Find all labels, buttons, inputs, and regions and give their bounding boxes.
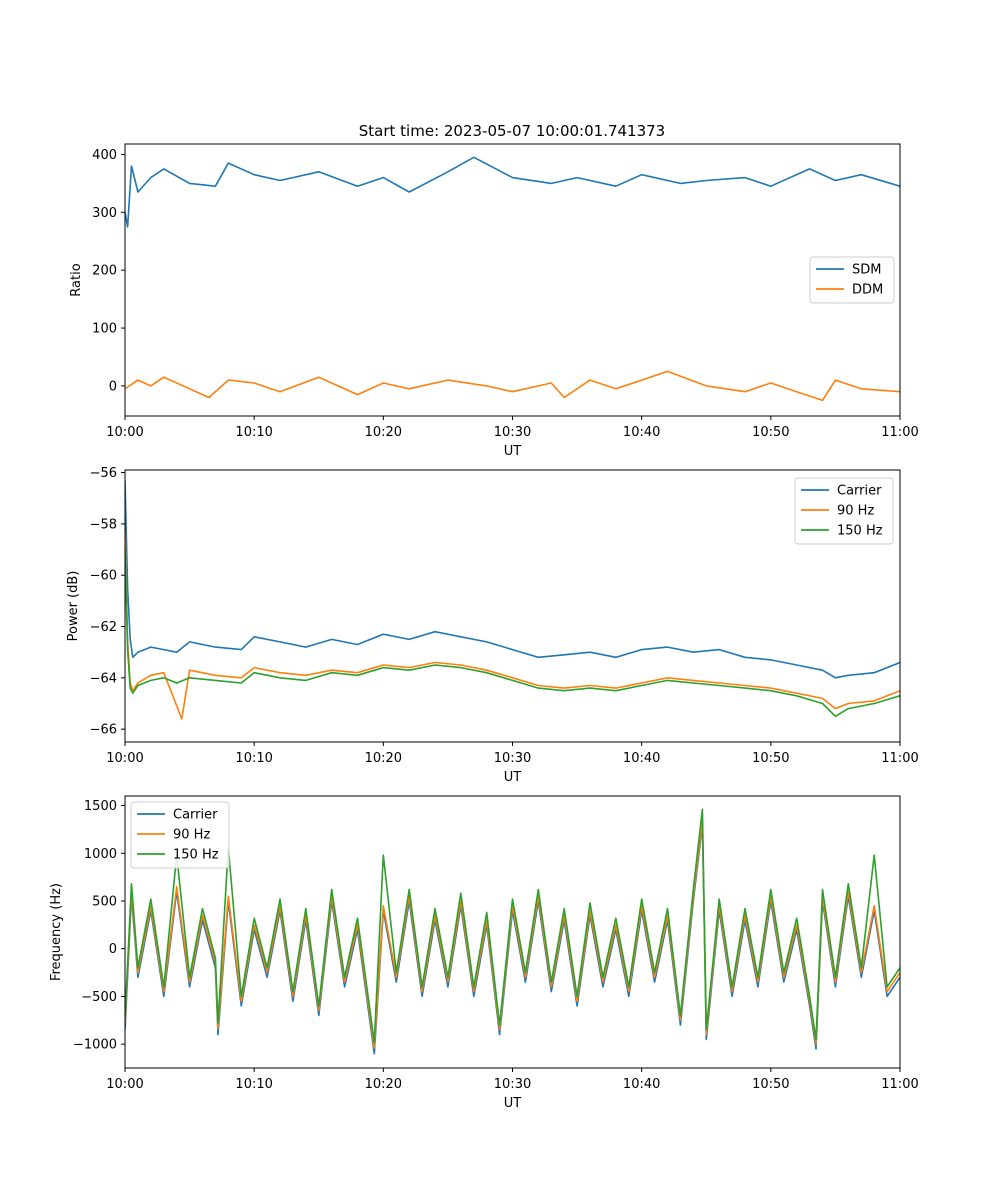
y-tick-label: −56: [90, 466, 117, 481]
legend: Carrier 90 Hz 150 Hz: [130, 801, 230, 869]
y-tick-label: 100: [92, 322, 117, 337]
x-tick-label: 10:00: [106, 751, 143, 766]
frequency-panel: 10:00 10:10 10:20 10:30 10:40 10:50 11:00 −1000…: [49, 795, 919, 1111]
legend: Carrier 90 Hz 150 Hz: [794, 477, 894, 545]
legend-box: [130, 801, 230, 869]
legend-entry-150-hz: 150 Hz: [173, 848, 219, 863]
y-tick-label: −58: [90, 517, 117, 532]
series-line-sdm: [125, 156, 900, 228]
x-tick-label: 11:00: [881, 425, 918, 440]
series-line-90-hz: [125, 531, 900, 720]
y-axis-label: Frequency (Hz): [49, 883, 64, 981]
y-tick-label: −62: [90, 620, 117, 635]
x-tick-label: 10:20: [365, 1077, 402, 1092]
axes-frame: [124, 469, 901, 743]
y-tick-label: −60: [90, 569, 117, 584]
legend-entry-150-hz: 150 Hz: [837, 524, 883, 539]
x-tick-label: 10:10: [235, 425, 272, 440]
ratio-panel: 10:00 10:10 10:20 10:30 10:40 10:50 11:00 0 100 2…: [69, 143, 919, 459]
x-tick-label: 10:10: [235, 1077, 272, 1092]
x-tick-label: 10:00: [106, 1077, 143, 1092]
x-tick-label: 10:50: [752, 751, 789, 766]
series-line-90-hz: [125, 819, 900, 1049]
y-tick-label: −64: [90, 671, 117, 686]
y-tick-label: −1000: [73, 1038, 117, 1053]
x-tick-label: 10:20: [365, 751, 402, 766]
x-tick-label: 10:10: [235, 751, 272, 766]
y-tick-label: −66: [90, 723, 117, 738]
x-tick-label: 10:40: [623, 1077, 660, 1092]
y-axis-label: Power (dB): [66, 571, 81, 642]
legend-entry-carrier: Carrier: [837, 484, 882, 499]
series-line-ddm: [125, 370, 900, 402]
y-tick-label: 1000: [84, 847, 117, 862]
series-line-150-hz: [125, 549, 900, 718]
y-tick-label: 0: [109, 942, 117, 957]
legend: SDM DDM: [809, 256, 895, 304]
x-axis-label: UT: [504, 770, 522, 785]
y-tick-label: 200: [92, 264, 117, 279]
y-tick-label: 500: [92, 894, 117, 909]
x-tick-label: 10:20: [365, 425, 402, 440]
series-line-150-hz: [125, 808, 900, 1043]
legend-box: [794, 477, 894, 545]
x-tick-label: 10:30: [494, 1077, 531, 1092]
axes-frame: [124, 795, 901, 1069]
x-tick-label: 10:50: [752, 1077, 789, 1092]
x-tick-label: 10:40: [623, 425, 660, 440]
figure-title: Start time: 2023-05-07 10:00:01.741373: [359, 122, 665, 140]
power-panel: 10:00 10:10 10:20 10:30 10:40 10:50 11:00 −66 −6…: [66, 466, 919, 785]
y-tick-label: 300: [92, 206, 117, 221]
legend-entry-90-hz: 90 Hz: [173, 828, 210, 843]
y-tick-label: 0: [109, 379, 117, 394]
legend-entry-sdm: SDM: [852, 263, 881, 278]
x-tick-label: 11:00: [881, 1077, 918, 1092]
legend-entry-carrier: Carrier: [173, 808, 218, 823]
y-tick-label: −500: [81, 990, 117, 1005]
x-axis-label: UT: [504, 444, 522, 459]
legend-entry-90-hz: 90 Hz: [837, 504, 874, 519]
axes-frame: [124, 143, 901, 417]
x-tick-label: 10:00: [106, 425, 143, 440]
y-tick-label: 400: [92, 148, 117, 163]
series-line-carrier: [125, 823, 900, 1055]
x-tick-label: 10:40: [623, 751, 660, 766]
x-tick-label: 10:50: [752, 425, 789, 440]
x-tick-label: 10:30: [494, 425, 531, 440]
x-tick-label: 10:30: [494, 751, 531, 766]
y-axis-label: Ratio: [69, 263, 84, 296]
legend-entry-ddm: DDM: [852, 283, 883, 298]
x-tick-label: 11:00: [881, 751, 918, 766]
x-axis-label: UT: [504, 1096, 522, 1111]
series-line-carrier: [125, 480, 900, 679]
y-tick-label: 1500: [84, 799, 117, 814]
